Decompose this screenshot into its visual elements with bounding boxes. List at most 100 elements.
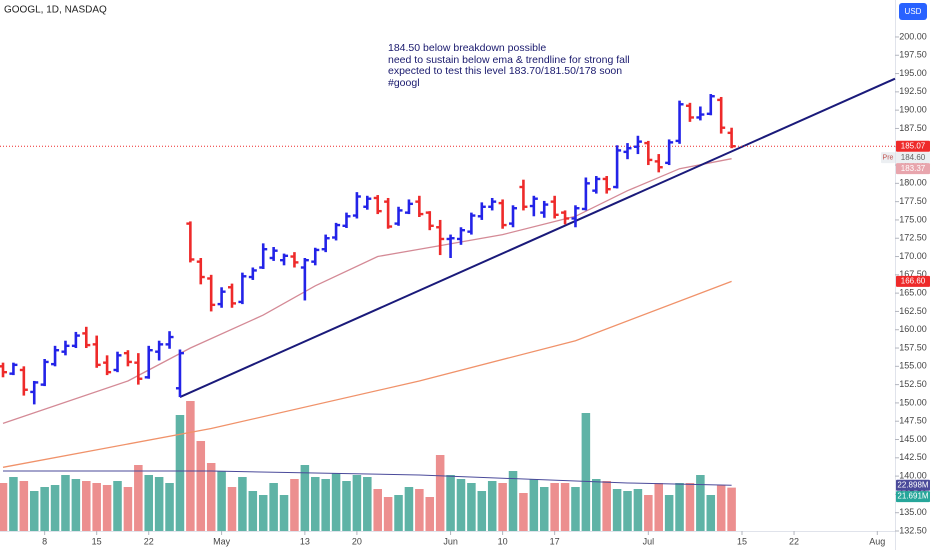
y-tick-label: 145.00 (899, 434, 927, 444)
volume-bar (217, 471, 226, 531)
x-tick-label: Aug (869, 536, 885, 546)
y-tick-label: 172.50 (899, 233, 927, 243)
indicator-line (2, 280, 732, 468)
annotation-line: #googl (388, 77, 420, 89)
y-tick-label: 157.50 (899, 342, 927, 352)
x-tick-label: May (213, 536, 231, 546)
volume-bar (71, 479, 81, 531)
volume-bar (300, 465, 310, 531)
y-tick-label: 197.50 (899, 50, 927, 60)
currency-button[interactable] (899, 3, 927, 20)
volume-bar (467, 483, 476, 531)
volume-bar (134, 465, 143, 531)
volume-bar (675, 483, 684, 531)
volume-bar (342, 481, 351, 531)
volume-bar (404, 487, 414, 531)
y-tick-label: 152.50 (899, 379, 927, 389)
x-tick-label: 15 (92, 536, 102, 546)
volume-bar (331, 473, 341, 531)
x-tick-label: Jun (443, 536, 458, 546)
volume-bar (154, 477, 164, 531)
volume-bar (40, 487, 49, 531)
volume-bar (61, 475, 70, 531)
y-tick-label: 167.50 (899, 269, 927, 279)
axis-value-box (896, 140, 930, 152)
volume-bar (560, 483, 570, 531)
x-tick-label: 15 (737, 536, 747, 546)
volume-bar (644, 495, 653, 531)
volume-bar (310, 477, 320, 531)
volume-bar (529, 479, 539, 531)
volume-bar (196, 441, 206, 531)
plot: 132.50135.00137.50140.00142.50145.00147.… (0, 31, 930, 546)
y-tick-label: 142.50 (899, 452, 927, 462)
x-tick-label: 22 (789, 536, 799, 546)
axis-value-label: 22.898M (897, 480, 928, 489)
volume-bar (165, 483, 174, 531)
volume-bar (394, 495, 403, 531)
volume-bar (269, 483, 278, 531)
volume-bar (373, 489, 382, 531)
volume-bar (92, 483, 101, 531)
volume-bar (592, 479, 601, 531)
y-tick-label: 160.00 (899, 324, 927, 334)
x-tick-label: 8 (42, 536, 47, 546)
volume-bar (82, 481, 91, 531)
y-tick-label: 175.00 (899, 214, 927, 224)
volume-bar (550, 483, 559, 531)
volume-bar (727, 487, 736, 531)
annotation-line: need to sustain below ema & trendline fo… (388, 54, 630, 66)
volume-bar (602, 481, 611, 531)
volume-bar (0, 483, 8, 531)
volume-bar (19, 481, 29, 531)
axis-value-label: 183.37 (901, 164, 926, 173)
pre-market-tag: Pre (883, 155, 894, 162)
volume-bar (144, 475, 154, 531)
pre-market-tag-box (881, 152, 895, 164)
volume-bar (175, 415, 185, 531)
volume-bar (29, 491, 39, 531)
volume-bar (519, 493, 528, 531)
annotation-line: 184.50 below breakdown possible (388, 42, 546, 54)
axis-value-box (896, 491, 930, 503)
y-tick-label: 162.50 (899, 306, 927, 316)
chart-title: GOOGL, 1D, NASDAQ (4, 5, 107, 16)
volume-bar (623, 491, 632, 531)
volume-bar (654, 483, 664, 531)
volume-bar (227, 487, 237, 531)
y-tick-label: 170.00 (899, 251, 927, 261)
currency-label[interactable]: USD (905, 7, 922, 16)
volume-bar (50, 485, 60, 531)
volume-bar (612, 489, 622, 531)
volume-bar (685, 483, 695, 531)
volume-bar (102, 485, 112, 531)
volume-bar (425, 497, 435, 531)
volume-bar (571, 487, 580, 531)
y-tick-label: 180.00 (899, 178, 927, 188)
volume-bar (446, 475, 455, 531)
volume-bar (238, 477, 247, 531)
volume-bar (508, 471, 518, 531)
volume-bar (9, 477, 18, 531)
volume-bar (716, 485, 726, 531)
volume-bar (581, 413, 591, 531)
volume-bar (706, 495, 716, 531)
y-tick-label: 135.00 (899, 507, 927, 517)
volume-bar (456, 479, 466, 531)
y-tick-label: 192.50 (899, 86, 927, 96)
y-tick-label: 140.00 (899, 470, 927, 480)
volume-bar (352, 475, 362, 531)
volume-bar (186, 401, 195, 531)
volume-bar (487, 481, 497, 531)
trendline (179, 77, 896, 398)
y-tick-label: 187.50 (899, 123, 927, 133)
axis-value-box (896, 152, 930, 164)
volume-bar (290, 479, 299, 531)
y-tick-label: 190.00 (899, 105, 927, 115)
axis-value-box (896, 275, 930, 287)
volume-bar (415, 489, 424, 531)
volume-bar (258, 495, 268, 531)
volume-bar (435, 455, 445, 531)
